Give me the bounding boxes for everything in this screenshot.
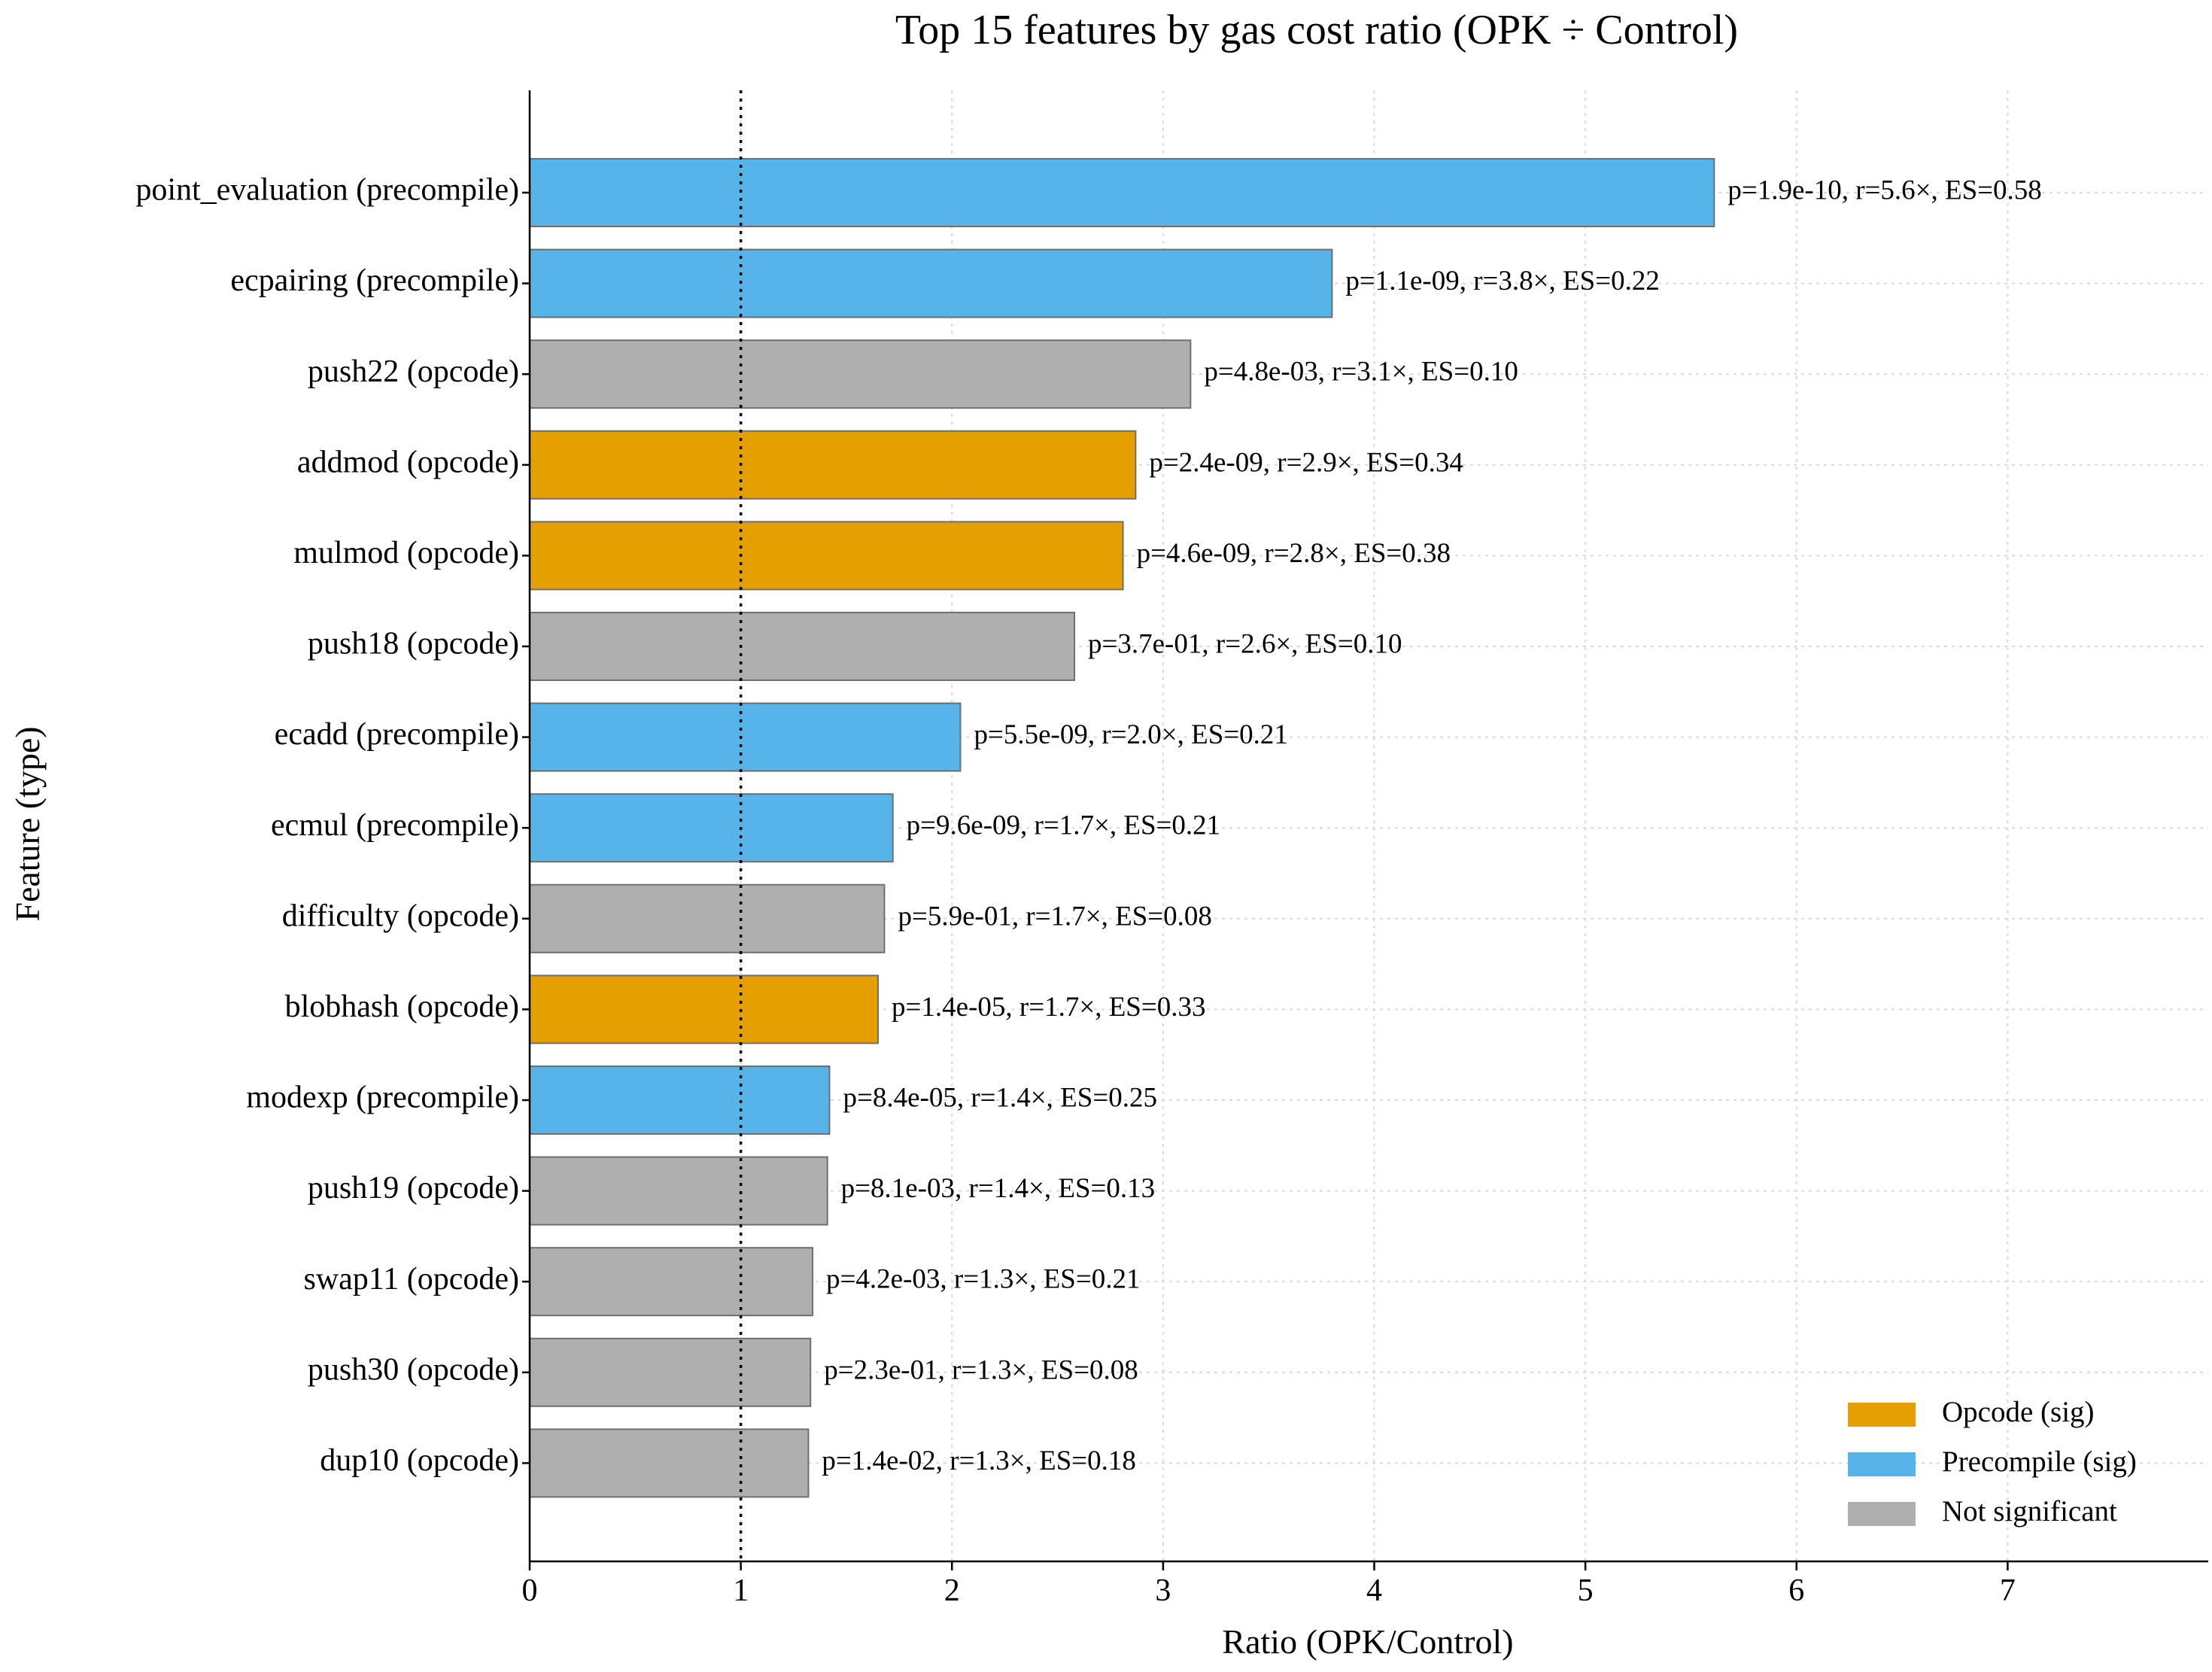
legend: Opcode (sig) Precompile (sig) Not signific… <box>1848 1396 2137 1528</box>
x-tick-label-4: 4 <box>1366 1573 1382 1608</box>
category-label-dup10-opcode: dup10 (opcode) <box>320 1443 519 1478</box>
bar-modexp-precompile <box>529 1066 831 1135</box>
x-tick-label-0: 0 <box>522 1573 538 1608</box>
x-tick-label-5: 5 <box>1578 1573 1594 1608</box>
bar-difficulty-opcode <box>529 883 886 953</box>
legend-label-not-significant: Not significant <box>1942 1495 2117 1528</box>
category-label-swap11-opcode: swap11 (opcode) <box>303 1262 519 1297</box>
bar-annotation-mulmod-opcode: p=4.6e-09, r=2.8×, ES=0.38 <box>1137 538 1451 569</box>
category-label-push19-opcode: push19 (opcode) <box>308 1171 519 1205</box>
bar-ecpairing-precompile <box>529 248 1333 318</box>
bar-push30-opcode <box>529 1337 812 1407</box>
bar-annotation-dup10-opcode: p=1.4e-02, r=1.3×, ES=0.18 <box>822 1446 1135 1476</box>
category-label-difficulty-opcode: difficulty (opcode) <box>282 898 519 933</box>
bar-annotation-modexp-precompile: p=8.4e-05, r=1.4×, ES=0.25 <box>843 1082 1156 1113</box>
bar-annotation-blobhash-opcode: p=1.4e-05, r=1.7×, ES=0.33 <box>892 992 1205 1023</box>
bar-blobhash-opcode <box>529 974 880 1044</box>
bar-addmod-opcode <box>529 430 1137 500</box>
bar-annotation-difficulty-opcode: p=5.9e-01, r=1.7×, ES=0.08 <box>898 901 1211 932</box>
bar-annotations: p=1.9e-10, r=5.6×, ES=0.58 p=1.1e-09, r=3… <box>822 175 2041 1476</box>
bar-annotation-ecmul-precompile: p=9.6e-09, r=1.7×, ES=0.21 <box>907 810 1220 841</box>
axes: 0 1 2 3 4 5 6 7 <box>522 90 2208 1608</box>
bars <box>529 158 1715 1498</box>
x-tick-label-7: 7 <box>2000 1573 2016 1608</box>
legend-swatch-opcode-sig <box>1848 1403 1916 1427</box>
chart-title: Top 15 features by gas cost ratio (OPK ÷… <box>895 7 1738 53</box>
legend-label-opcode-sig: Opcode (sig) <box>1942 1396 2095 1428</box>
legend-label-precompile-sig: Precompile (sig) <box>1942 1446 2137 1478</box>
bar-ecadd-precompile <box>529 702 962 772</box>
bar-annotation-push19-opcode: p=8.1e-03, r=1.4×, ES=0.13 <box>841 1173 1155 1204</box>
bar-annotation-addmod-opcode: p=2.4e-09, r=2.9×, ES=0.34 <box>1149 447 1463 478</box>
bar-annotation-push18-opcode: p=3.7e-01, r=2.6×, ES=0.10 <box>1088 628 1402 659</box>
bar-push18-opcode <box>529 612 1076 681</box>
bar-push22-opcode <box>529 339 1192 409</box>
legend-swatch-not-significant <box>1848 1502 1916 1526</box>
category-label-push30-opcode: push30 (opcode) <box>308 1352 519 1387</box>
category-label-point-evaluation-precompile: point_evaluation (precompile) <box>135 173 519 208</box>
bar-annotation-point-evaluation-precompile: p=1.9e-10, r=5.6×, ES=0.58 <box>1727 175 2041 205</box>
category-label-push18-opcode: push18 (opcode) <box>308 627 519 661</box>
category-label-blobhash-opcode: blobhash (opcode) <box>285 990 519 1024</box>
bar-annotation-ecadd-precompile: p=5.5e-09, r=2.0×, ES=0.21 <box>974 719 1287 750</box>
bar-swap11-opcode <box>529 1247 814 1317</box>
category-labels: point_evaluation (precompile) ecpairing (… <box>135 173 519 1478</box>
bar-annotation-swap11-opcode: p=4.2e-03, r=1.3×, ES=0.21 <box>826 1264 1140 1295</box>
x-tick-label-6: 6 <box>1788 1573 1804 1608</box>
category-label-mulmod-opcode: mulmod (opcode) <box>293 536 519 570</box>
bar-annotation-ecpairing-precompile: p=1.1e-09, r=3.8×, ES=0.22 <box>1345 266 1659 296</box>
bar-annotation-push30-opcode: p=2.3e-01, r=1.3×, ES=0.08 <box>824 1354 1138 1385</box>
bar-point-evaluation-precompile <box>529 158 1715 227</box>
category-label-ecadd-precompile: ecadd (precompile) <box>275 717 519 752</box>
x-tick-label-3: 3 <box>1155 1573 1171 1608</box>
y-axis-label: Feature (type) <box>8 726 47 921</box>
bar-annotation-push22-opcode: p=4.8e-03, r=3.1×, ES=0.10 <box>1204 357 1518 388</box>
legend-swatch-precompile-sig <box>1848 1452 1916 1476</box>
category-label-push22-opcode: push22 (opcode) <box>308 354 519 389</box>
x-tick-label-1: 1 <box>733 1573 749 1608</box>
category-label-ecpairing-precompile: ecpairing (precompile) <box>230 263 519 298</box>
bar-push19-opcode <box>529 1156 828 1226</box>
category-label-ecmul-precompile: ecmul (precompile) <box>271 808 519 843</box>
bar-ecmul-precompile <box>529 793 894 863</box>
x-axis-label: Ratio (OPK/Control) <box>1222 1622 1513 1661</box>
category-label-addmod-opcode: addmod (opcode) <box>297 445 519 479</box>
bar-mulmod-opcode <box>529 521 1124 591</box>
category-label-modexp-precompile: modexp (precompile) <box>246 1081 519 1115</box>
x-tick-label-2: 2 <box>944 1573 960 1608</box>
bar-dup10-opcode <box>529 1428 810 1498</box>
